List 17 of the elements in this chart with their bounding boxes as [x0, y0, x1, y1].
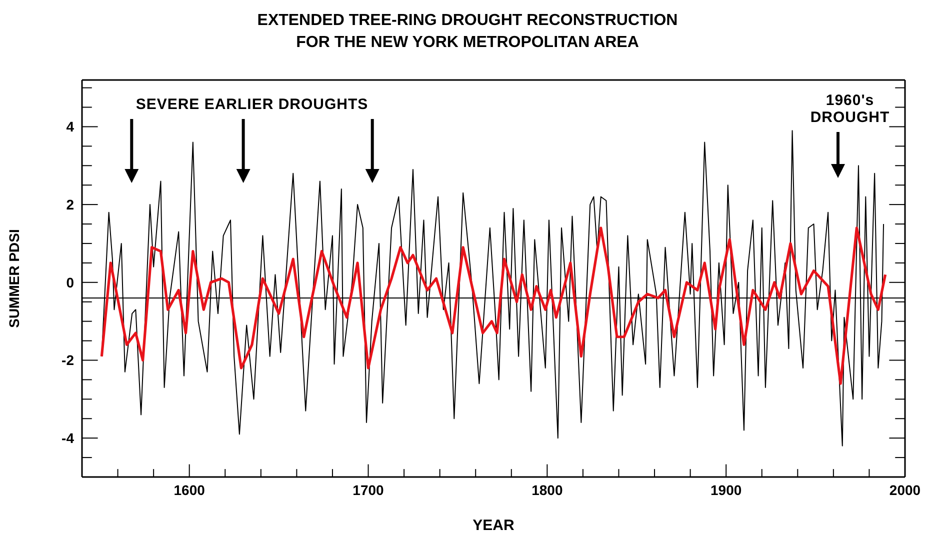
x-tick-label: 1600	[174, 482, 206, 498]
chart-title: EXTENDED TREE-RING DROUGHT RECONSTRUCTION	[256, 11, 679, 31]
y-tick-label: 0	[66, 274, 74, 290]
y-axis-title: SUMMER PDSI	[6, 229, 22, 328]
y-tick-label: 4	[66, 118, 74, 135]
y-tick-label: -4	[62, 430, 74, 446]
x-tick-label: 1800	[532, 482, 563, 498]
line-series	[100, 226, 887, 385]
x-tick-label: 1700	[352, 482, 384, 498]
x-tick-label: 2000	[889, 482, 921, 498]
annotation: SEVERE EARLIER DROUGHTS	[134, 96, 370, 113]
chart-subtitle: FOR THE NEW YORK METROPOLITAN AREA	[295, 33, 640, 53]
x-axis-title: YEAR	[472, 517, 514, 534]
annotation: 1960's DROUGHT	[809, 92, 891, 126]
y-tick-label: -2	[62, 352, 74, 368]
y-tick-label: 2	[66, 196, 74, 213]
x-tick-label: 1900	[710, 482, 742, 498]
